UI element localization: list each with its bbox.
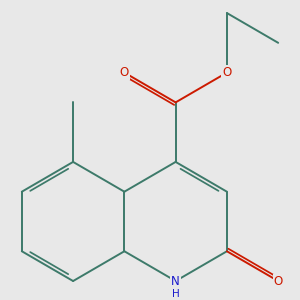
Text: O: O xyxy=(120,66,129,79)
Text: N: N xyxy=(171,274,180,287)
Text: O: O xyxy=(274,274,283,287)
Text: H: H xyxy=(172,289,179,299)
Text: O: O xyxy=(222,66,232,79)
